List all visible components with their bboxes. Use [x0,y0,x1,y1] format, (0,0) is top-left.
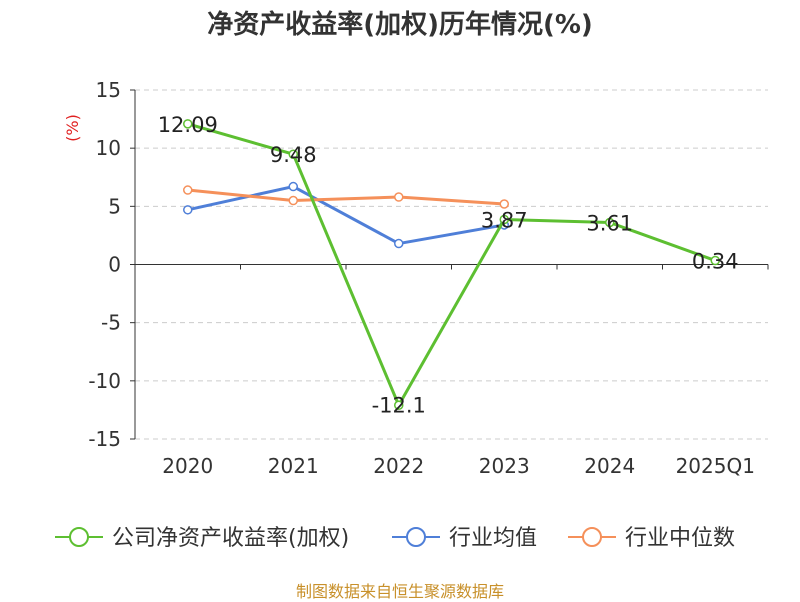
data-point [394,238,404,249]
y-tick-label: -10 [88,369,121,393]
x-tick-label: 2022 [373,454,424,478]
data-point [183,185,193,195]
legend-item-1: 行业均值 [392,526,537,551]
legend-marker [69,527,89,547]
y-tick-label: -5 [101,311,121,335]
data-point [499,214,509,225]
x-tick-label: 2025Q1 [676,454,755,478]
data-point [288,181,298,192]
data-label-layer: 12.09 9.48 -12.1 3.87 3.61 0.34 [158,113,739,417]
legend-item-2: 行业中位数 [568,526,735,551]
legend: 公司净资产收益率(加权) 行业均值 行业中位数 [55,526,735,551]
source-note: 制图数据来自恒生聚源数据库 [295,582,504,601]
y-tick-label: 10 [96,136,121,160]
legend-label: 公司净资产收益率(加权) [112,526,349,551]
data-label: 0.34 [692,250,739,274]
grid-layer [135,89,768,440]
data-point [394,400,404,411]
data-point [605,217,615,228]
data-label: 9.48 [270,143,317,167]
data-point [394,192,404,202]
series-line-2 [187,188,505,206]
legend-item-0: 公司净资产收益率(加权) [55,526,349,551]
y-axis-label: (%) [63,114,82,142]
legend-marker [582,527,602,547]
legend-label: 行业中位数 [625,526,735,551]
data-point [288,195,298,206]
data-label: 3.61 [586,212,633,236]
axis-layer: 15 10 5 0 -5 -10 -15 (%) 2020 2021 2022 2023 2024 202… [63,78,769,478]
data-point [710,255,720,266]
legend-label: 行业均值 [449,526,537,551]
data-point [499,199,509,209]
data-point [183,119,193,129]
y-tick-label: 0 [108,253,121,277]
x-tick-label: 2021 [268,454,319,478]
y-tick-label: 5 [108,194,121,218]
series-line-1 [187,185,505,246]
data-point [288,149,298,159]
x-tick-label: 2023 [479,454,530,478]
y-tick-label: 15 [96,78,121,102]
x-tick-label: 2020 [162,454,213,478]
data-label: 3.87 [481,208,528,232]
legend-marker [406,527,426,547]
x-tick-label: 2024 [584,454,635,478]
data-label: 12.09 [158,113,218,137]
series-line-0 [187,122,716,407]
series-layer [183,119,720,411]
y-tick-label: -15 [88,427,121,451]
data-point [183,205,193,215]
chart-title: 净资产收益率(加权)历年情况(%) [207,10,593,40]
data-label: -12.1 [372,393,426,417]
